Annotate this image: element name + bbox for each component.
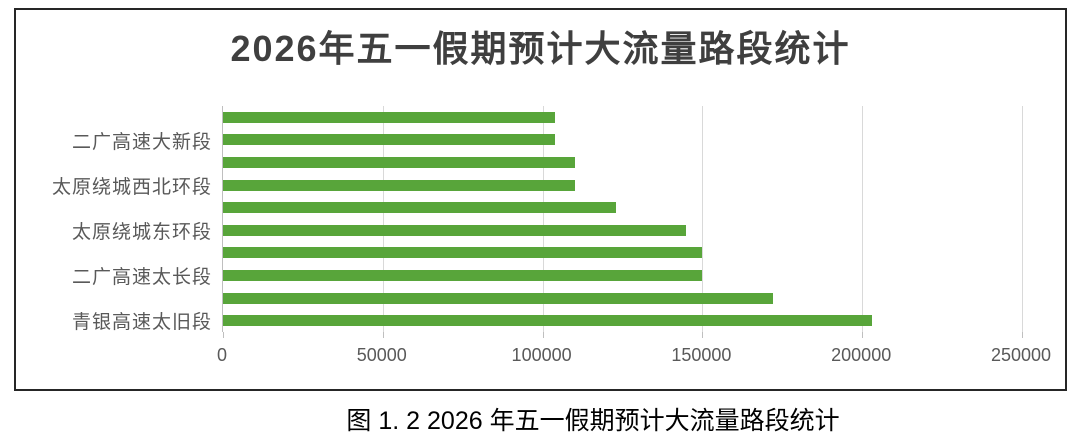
y-axis-label: 青银高速太旧段 bbox=[71, 312, 212, 334]
bar bbox=[223, 202, 617, 214]
chart-frame bbox=[14, 8, 1067, 391]
y-axis-labels: 二广高速大新段太原绕城西北环段太原绕城东环段 二广高速太长段 青银高速太旧段 bbox=[0, 106, 212, 334]
axis-tick-mark bbox=[1022, 332, 1023, 338]
bar bbox=[223, 315, 872, 327]
bar bbox=[223, 292, 773, 304]
bar bbox=[223, 157, 575, 168]
bar bbox=[223, 270, 703, 281]
axis-tick-mark bbox=[542, 332, 544, 338]
plot-area bbox=[222, 106, 1023, 338]
axis-tick-mark bbox=[702, 332, 704, 338]
y-axis-label: 二广高速太长段 bbox=[71, 267, 212, 289]
gridline bbox=[542, 106, 544, 332]
gridline bbox=[382, 106, 384, 332]
gridline bbox=[702, 106, 704, 332]
x-axis-tick-label: 200000 bbox=[831, 345, 892, 365]
axis-tick-mark bbox=[382, 332, 384, 338]
x-axis-tick-label: 150000 bbox=[671, 345, 732, 365]
x-axis-tick-label: 50000 bbox=[356, 345, 407, 365]
y-axis-label: 太原绕城西北环段 bbox=[51, 176, 212, 198]
bar bbox=[223, 247, 703, 259]
axis-tick-mark bbox=[223, 332, 224, 338]
figure-caption: 图 1. 2 2026 年五一假期预计大流量路段统计 bbox=[346, 407, 840, 435]
bar bbox=[223, 224, 687, 236]
y-axis-label: 太原绕城东环段 bbox=[71, 222, 212, 243]
axis-tick-mark bbox=[862, 332, 864, 338]
bar bbox=[223, 134, 556, 146]
x-axis-tick-label: 100000 bbox=[511, 345, 572, 365]
y-axis-label: 二广高速大新段 bbox=[71, 131, 212, 153]
x-axis-tick-labels: 0 50000 100000 150000 200000 250000 bbox=[217, 345, 1051, 367]
bar bbox=[223, 111, 556, 123]
chart-title: 2026年五一假期预计大流量路段统计 bbox=[230, 28, 851, 69]
bar bbox=[223, 179, 575, 191]
x-axis-tick-label: 0 bbox=[216, 345, 228, 365]
x-axis-tick-label: 250000 bbox=[990, 345, 1052, 365]
gridline bbox=[862, 106, 864, 332]
gridline bbox=[1022, 106, 1023, 332]
